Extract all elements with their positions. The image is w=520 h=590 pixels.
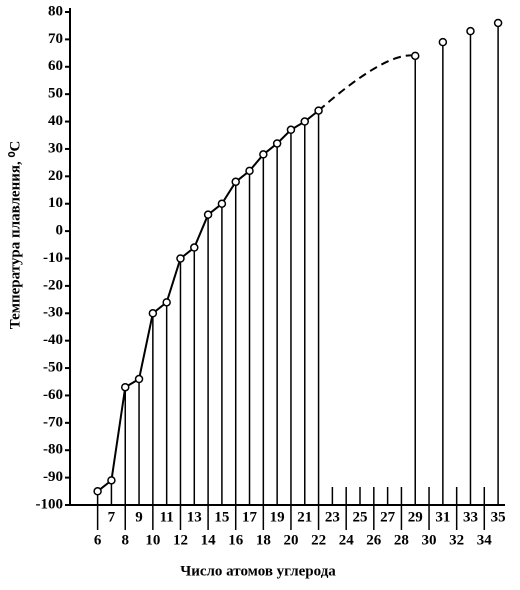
point	[148, 309, 158, 318]
y-tick-label: -90	[43, 469, 63, 485]
x-tick-label: 23	[325, 509, 340, 525]
y-tick-label: -10	[43, 250, 63, 266]
x-tick-label: 13	[187, 509, 202, 525]
x-tick-label: 31	[435, 509, 450, 525]
x-tick-label: 32	[449, 532, 464, 548]
point	[190, 243, 199, 252]
y-tick-label: 70	[48, 31, 63, 47]
x-tick-label: 24	[339, 532, 355, 548]
x-tick-label: 14	[201, 532, 217, 548]
x-tick-label: 19	[270, 509, 285, 525]
point	[410, 51, 420, 61]
y-tick-label: 50	[48, 86, 63, 102]
y-tick-label: -50	[43, 359, 63, 375]
y-tick-label: -100	[36, 496, 64, 512]
x-tick-label: 26	[366, 532, 382, 548]
point	[466, 26, 475, 36]
y-tick-label: 80	[48, 3, 63, 19]
point	[120, 382, 130, 392]
point	[438, 37, 448, 47]
y-tick-label: 0	[56, 223, 64, 239]
x-tick-label: 28	[394, 532, 409, 548]
y-tick-label: 20	[48, 168, 63, 184]
x-tick-label: 20	[283, 532, 298, 548]
x-tick-label: 6	[94, 532, 102, 548]
x-tick-label: 18	[256, 532, 271, 548]
y-tick-label: -40	[43, 332, 63, 348]
point	[300, 117, 310, 126]
x-tick-label: 29	[408, 509, 423, 525]
point	[245, 166, 254, 176]
point	[217, 199, 227, 208]
y-tick-label: -30	[43, 305, 63, 321]
x-tick-label: 35	[491, 509, 506, 525]
point	[272, 139, 282, 148]
point	[107, 476, 116, 485]
x-tick-label: 10	[145, 532, 160, 548]
x-tick-label: 30	[422, 532, 437, 548]
point	[93, 487, 102, 496]
x-tick-label: 12	[173, 532, 188, 548]
point	[134, 374, 144, 384]
x-tick-label: 34	[477, 532, 493, 548]
point	[286, 125, 296, 135]
point	[203, 210, 213, 219]
x-tick-label: 16	[228, 532, 244, 548]
x-tick-label: 9	[135, 509, 143, 525]
point	[162, 298, 171, 307]
x-tick-label: 7	[108, 509, 116, 525]
point	[231, 177, 240, 187]
x-tick-label: 27	[380, 509, 396, 525]
point	[176, 254, 185, 263]
y-tick-label: -20	[43, 277, 63, 293]
point	[314, 106, 323, 115]
dashed-connector	[317, 54, 416, 112]
x-tick-label: 11	[160, 509, 174, 525]
x-tick-label: 15	[214, 509, 229, 525]
x-tick-label: 21	[297, 509, 312, 525]
x-tick-label: 17	[242, 509, 258, 525]
y-tick-label: -70	[43, 414, 63, 430]
x-axis-label: Число атомов углерода	[180, 563, 336, 579]
point	[493, 18, 503, 28]
y-tick-label: 30	[48, 140, 63, 156]
x-tick-label: 25	[353, 509, 368, 525]
y-tick-label: 40	[48, 113, 63, 129]
x-tick-label: 22	[311, 532, 326, 548]
x-tick-label: 8	[121, 532, 129, 548]
y-tick-label: -60	[43, 387, 63, 403]
point	[259, 150, 268, 159]
y-tick-label: -80	[43, 442, 63, 458]
y-axis-label: Температура плавления, ⁰C	[7, 141, 23, 330]
x-tick-label: 33	[463, 509, 478, 525]
y-tick-label: 60	[48, 58, 63, 74]
y-tick-label: 10	[48, 195, 63, 211]
